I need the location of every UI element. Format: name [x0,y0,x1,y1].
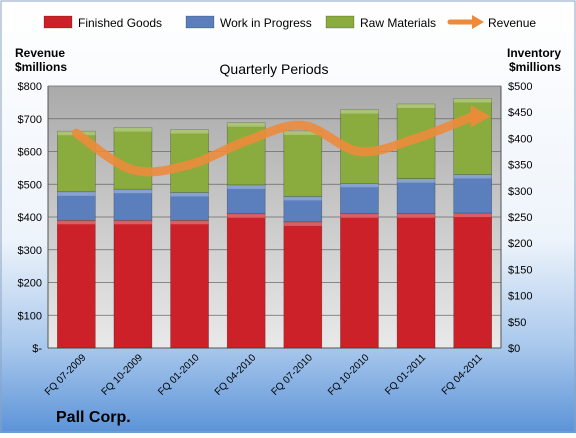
right-tick-label: $500 [508,81,532,93]
right-tick-label: $450 [508,107,532,119]
right-axis-ticks: $0 $50 $100 $150 $200 $250 $300 $350 $400 $450 $50… [508,81,532,355]
legend-swatch-raw-materials [325,15,355,29]
legend-swatch-finished-goods [43,15,73,29]
bar-highlight [283,221,322,226]
bar-highlight [57,191,96,196]
bar-raw-materials [283,130,323,197]
bar-highlight [170,220,209,225]
bar-raw-materials [113,127,153,190]
revenue-point [75,132,77,134]
bar-highlight [397,104,436,109]
bar-highlight [283,196,322,201]
left-axis-ticks: $- $100 $200 $300 $400 $500 $600 $700 $800 [18,81,43,355]
bar-highlight [170,129,209,134]
right-axis-label-line1: Inventory [507,46,561,60]
bar-highlight [340,183,379,188]
left-tick-label: $700 [18,114,42,126]
bar-finished-goods [283,221,323,349]
bar-highlight [397,213,436,218]
bar-highlight [283,130,322,135]
legend-swatch-work-in-progress [185,15,215,29]
bar-highlight [453,213,492,218]
bar-highlight [453,174,492,179]
bar-highlight [453,98,492,103]
legend-label: Work in Progress [220,16,312,30]
bar-finished-goods [170,219,209,349]
left-tick-label: $600 [18,147,42,159]
revenue-point [132,169,134,171]
left-tick-label: $800 [18,81,42,93]
bar-highlight [340,109,379,114]
left-axis-label-line2: $millions [15,60,67,74]
bar-finished-goods [113,219,153,349]
bar-highlight [170,192,209,197]
legend-label: Finished Goods [78,16,162,30]
revenue-point [358,151,360,152]
right-tick-label: $0 [508,343,520,355]
company-name: Pall Corp. [56,409,131,426]
right-tick-label: $350 [508,160,532,172]
right-tick-label: $200 [508,238,532,250]
bar-finished-goods [396,213,436,349]
bar-finished-goods [453,212,492,349]
bar-highlight [227,122,266,127]
bar-work-in-progress [57,191,96,221]
revenue-arrowhead [470,105,491,128]
right-tick-label: $300 [508,186,532,198]
right-tick-label: $400 [508,133,532,145]
legend-arrow-icon [472,15,484,29]
bar-work-in-progress [113,188,153,221]
left-tick-label: $300 [18,245,42,257]
legend: Finished Goods Work in Progress Raw Materi… [43,15,536,30]
left-tick-label: $400 [18,212,42,224]
bar-work-in-progress [340,182,379,215]
revenue-point [245,140,247,142]
revenue-point [415,137,417,139]
bar-work-in-progress [283,196,323,223]
revenue-point [189,164,191,166]
bar-highlight [340,213,379,218]
left-tick-label: $- [32,343,42,355]
bar-highlight [57,220,96,225]
revenue-line-group [71,105,491,177]
legend-label: Raw Materials [360,16,436,30]
bar-highlight [113,220,152,225]
bar-finished-goods [340,213,379,349]
bar-highlight [113,189,152,194]
legend-label: Revenue [488,16,536,30]
right-axis-label-line2: $millions [509,60,561,74]
revenue-point [302,124,304,126]
right-tick-label: $100 [508,291,532,303]
bar-highlight [227,184,266,189]
left-axis-label-line1: Revenue [15,46,65,60]
bar-highlight [113,127,152,132]
bar-work-in-progress [396,178,436,215]
bar-work-in-progress [453,174,492,214]
chart-title: Quarterly Periods [220,61,329,77]
bar-work-in-progress [226,184,266,215]
left-tick-label: $200 [18,278,42,290]
bar-finished-goods [226,213,266,349]
left-tick-label: $100 [18,310,42,322]
right-tick-label: $50 [508,317,526,329]
right-tick-label: $250 [508,212,532,224]
bar-highlight [397,178,436,183]
bar-work-in-progress [170,192,209,221]
bar-highlight [227,213,266,218]
right-tick-label: $150 [508,264,532,276]
bar-finished-goods [57,219,96,349]
left-tick-label: $500 [18,179,42,191]
